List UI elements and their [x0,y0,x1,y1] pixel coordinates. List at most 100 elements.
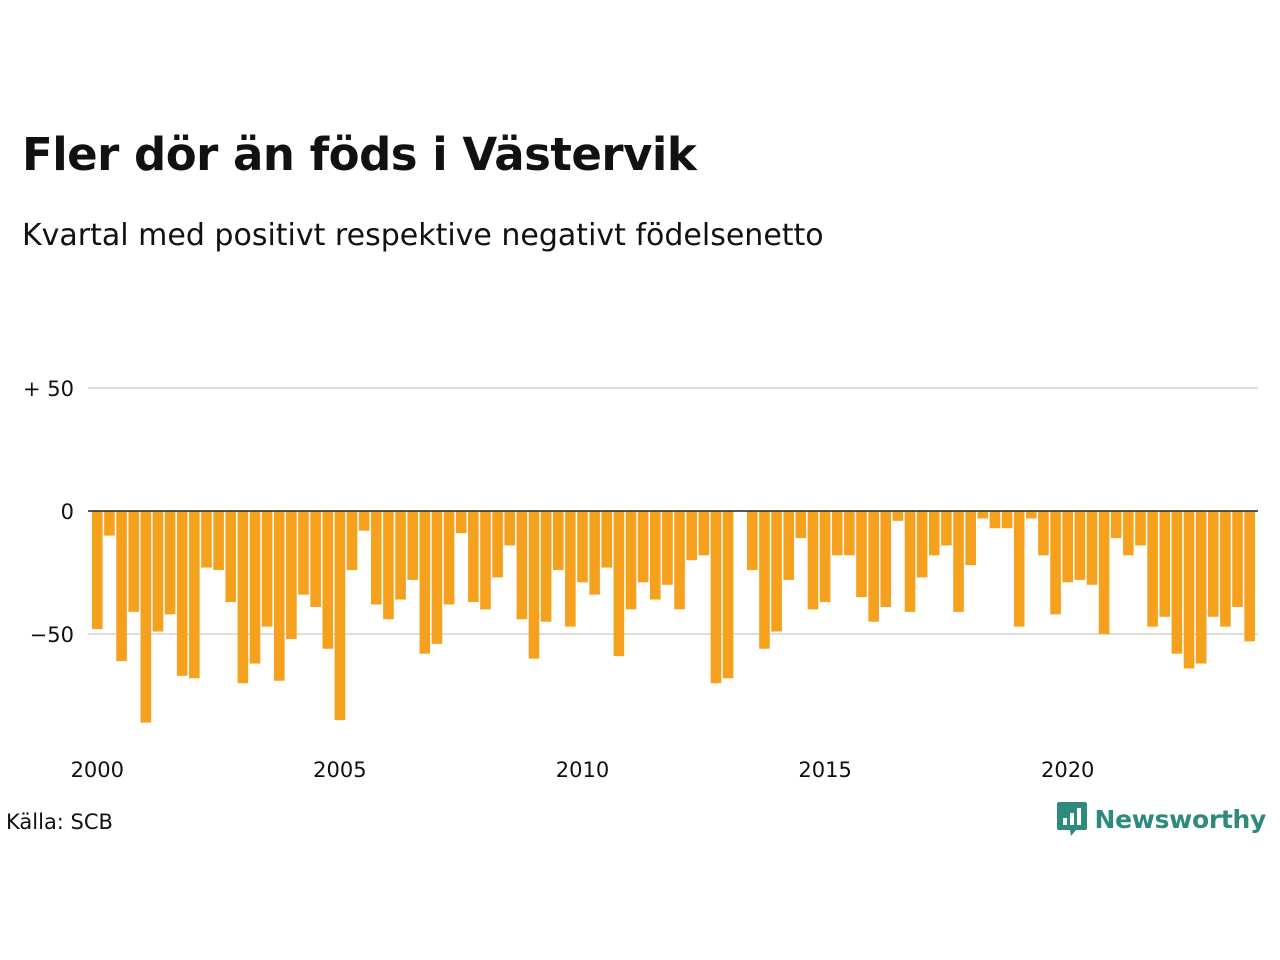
bar [1038,511,1049,556]
x-tick-label: 2010 [556,758,609,782]
bar [1147,511,1158,627]
bar [1001,511,1013,529]
bar [189,511,200,679]
bar [589,511,600,595]
bar [698,511,710,556]
bar [1135,511,1146,546]
bar [1232,511,1243,607]
bar [540,511,552,622]
bar [977,511,989,519]
bar [492,511,503,578]
x-tick-label: 2015 [798,758,851,782]
bar [649,511,661,600]
bar [92,511,103,630]
bar [856,511,867,598]
bar [941,511,952,546]
y-tick-label: −50 [30,623,74,647]
bar [431,511,443,644]
y-tick-label: 0 [61,500,74,524]
bar [1123,511,1134,556]
bar [1195,511,1207,664]
bar [904,511,916,612]
bar [1110,511,1122,539]
bar [1207,511,1219,617]
bar [1086,511,1098,585]
bar [1074,511,1086,580]
x-axis-labels: 2000 2005 2010 2015 2020 [71,758,1095,782]
newsworthy-logo-icon [1056,802,1087,836]
bar [759,511,770,649]
bars [92,511,1255,723]
brand-logo[interactable]: Newsworthy [1056,802,1267,836]
source-note: Källa: SCB [6,810,113,834]
bar [383,511,394,620]
bar [249,511,261,664]
bar [516,511,528,620]
bar [1050,511,1061,615]
bar [128,511,139,612]
bar [225,511,237,603]
bar [298,511,309,595]
bar [916,511,928,578]
bar [747,511,758,571]
bar [965,511,976,566]
bar [152,511,164,632]
bar [273,511,285,681]
bar [1171,511,1183,654]
bar [261,511,273,627]
bar [1026,511,1037,519]
bar [953,511,964,612]
bar [807,511,819,610]
bar [395,511,406,600]
bar [662,511,673,585]
x-tick-label: 2020 [1041,758,1094,782]
bar [1013,511,1025,627]
bar [504,511,516,546]
bar [892,511,904,521]
chart-title: Fler dör än föds i Västervik [22,128,697,181]
y-tick-label: + 50 [23,377,74,401]
bar [443,511,455,605]
bar [213,511,224,571]
bar [1098,511,1110,634]
bar [237,511,249,684]
bar [407,511,418,580]
bar [1062,511,1073,583]
bar [322,511,334,649]
bar [1244,511,1255,642]
bar [928,511,940,556]
bar [710,511,722,684]
bar [831,511,843,556]
bar [844,511,855,556]
bar [455,511,467,534]
bar [686,511,697,561]
bar [419,511,431,654]
bar [310,511,321,607]
x-tick-label: 2000 [71,758,124,782]
bar [625,511,637,610]
bar [358,511,370,531]
x-tick-label: 2005 [313,758,366,782]
bar [577,511,588,583]
bar [176,511,188,676]
bar [468,511,479,603]
bar [783,511,795,580]
y-axis-labels: + 50 0 −50 [23,377,74,647]
bar [346,511,358,571]
bar [552,511,564,571]
bar [164,511,176,615]
bar [286,511,297,639]
bar [528,511,540,659]
bar [868,511,879,622]
bar [1220,511,1231,627]
brand-name: Newsworthy [1094,804,1267,834]
bar [795,511,807,539]
bar [613,511,625,657]
bar [674,511,685,610]
bar [771,511,782,632]
bar [989,511,1001,529]
bar [722,511,734,679]
chart-subtitle: Kvartal med positivt respektive negativt… [22,218,824,253]
bar [370,511,382,605]
